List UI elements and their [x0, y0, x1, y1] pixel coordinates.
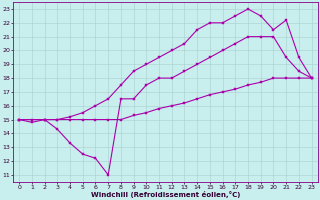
X-axis label: Windchill (Refroidissement éolien,°C): Windchill (Refroidissement éolien,°C) [91, 191, 240, 198]
